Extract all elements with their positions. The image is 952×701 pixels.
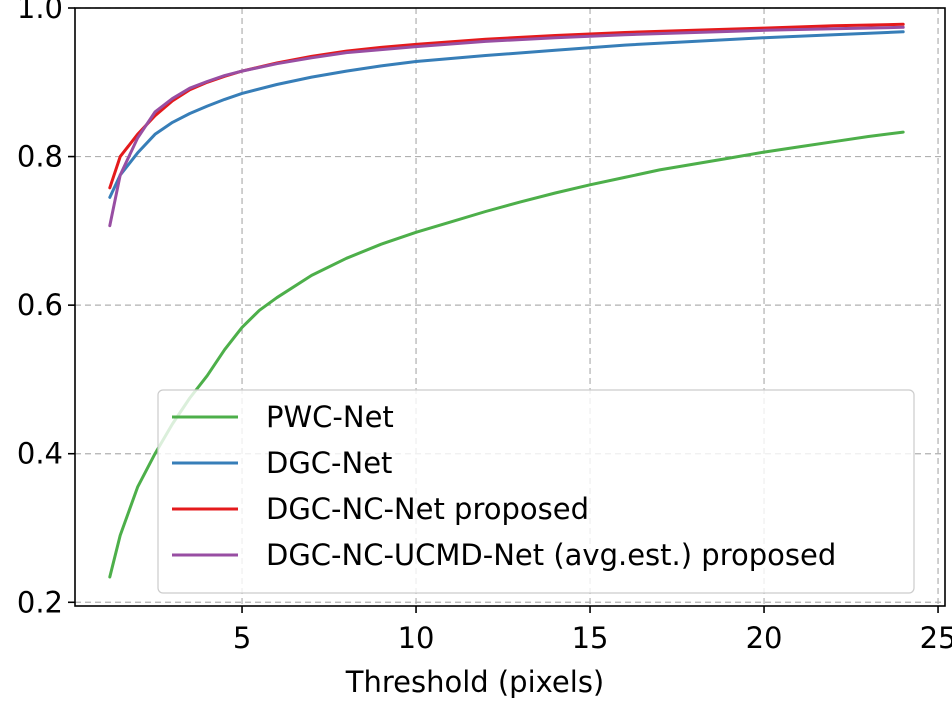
y-tick-label: 0.8 [17, 140, 63, 174]
legend: PWC-Net DGC-Net DGC-NC-Net proposed DGC-NC-… [157, 389, 915, 594]
legend-label: DGC-Net [266, 446, 392, 480]
x-axis-label: Threshold (pixels) [345, 665, 605, 699]
axis-ticks: 5 10 15 20 25 0.2 0.4 0.6 0.8 1.0 [17, 0, 952, 655]
y-tick-label: 0.6 [17, 288, 63, 322]
legend-label: DGC-NC-Net proposed [266, 492, 589, 526]
series-line [108, 25, 905, 228]
x-tick-label: 10 [398, 621, 435, 655]
plot-frame [74, 7, 946, 607]
series-line [108, 22, 905, 190]
y-tick-label: 0.2 [17, 585, 63, 619]
x-tick-label: 5 [233, 621, 251, 655]
legend-label: DGC-NC-UCMD-Net (avg.est.) proposed [266, 538, 836, 572]
y-tick-label: 1.0 [17, 0, 63, 25]
legend-box [157, 389, 915, 594]
x-tick-label: 25 [920, 621, 952, 655]
legend-label: PWC-Net [266, 400, 394, 434]
series-line [108, 30, 905, 199]
x-tick-label: 20 [746, 621, 783, 655]
x-tick-label: 15 [572, 621, 609, 655]
y-tick-label: 0.4 [17, 437, 63, 471]
